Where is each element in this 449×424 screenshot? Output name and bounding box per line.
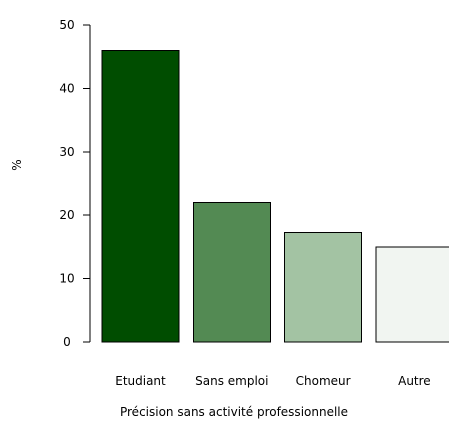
category-label: Autre	[398, 374, 431, 388]
y-tick-label: 50	[59, 18, 74, 32]
category-label: Chomeur	[296, 374, 351, 388]
bar-sans-emploi	[192, 202, 271, 343]
bars-group	[101, 49, 449, 343]
category-label: Etudiant	[115, 374, 166, 388]
bar-autre	[375, 246, 449, 343]
y-tick-label: 30	[59, 145, 74, 159]
y-tick-label: 0	[63, 335, 71, 349]
y-tick-label: 10	[59, 272, 74, 286]
bar-chomeur	[284, 231, 363, 343]
y-tick-label: 40	[59, 81, 74, 95]
bar-etudiant	[101, 49, 180, 343]
y-axis: 0 10 20 30 40 50	[59, 18, 91, 349]
y-axis-label: %	[10, 159, 24, 170]
category-label: Sans emploi	[195, 374, 268, 388]
category-labels: Etudiant Sans emploi Chomeur Autre	[115, 374, 430, 388]
y-tick-label: 20	[59, 208, 74, 222]
x-axis-label: Précision sans activité professionnelle	[120, 405, 348, 419]
